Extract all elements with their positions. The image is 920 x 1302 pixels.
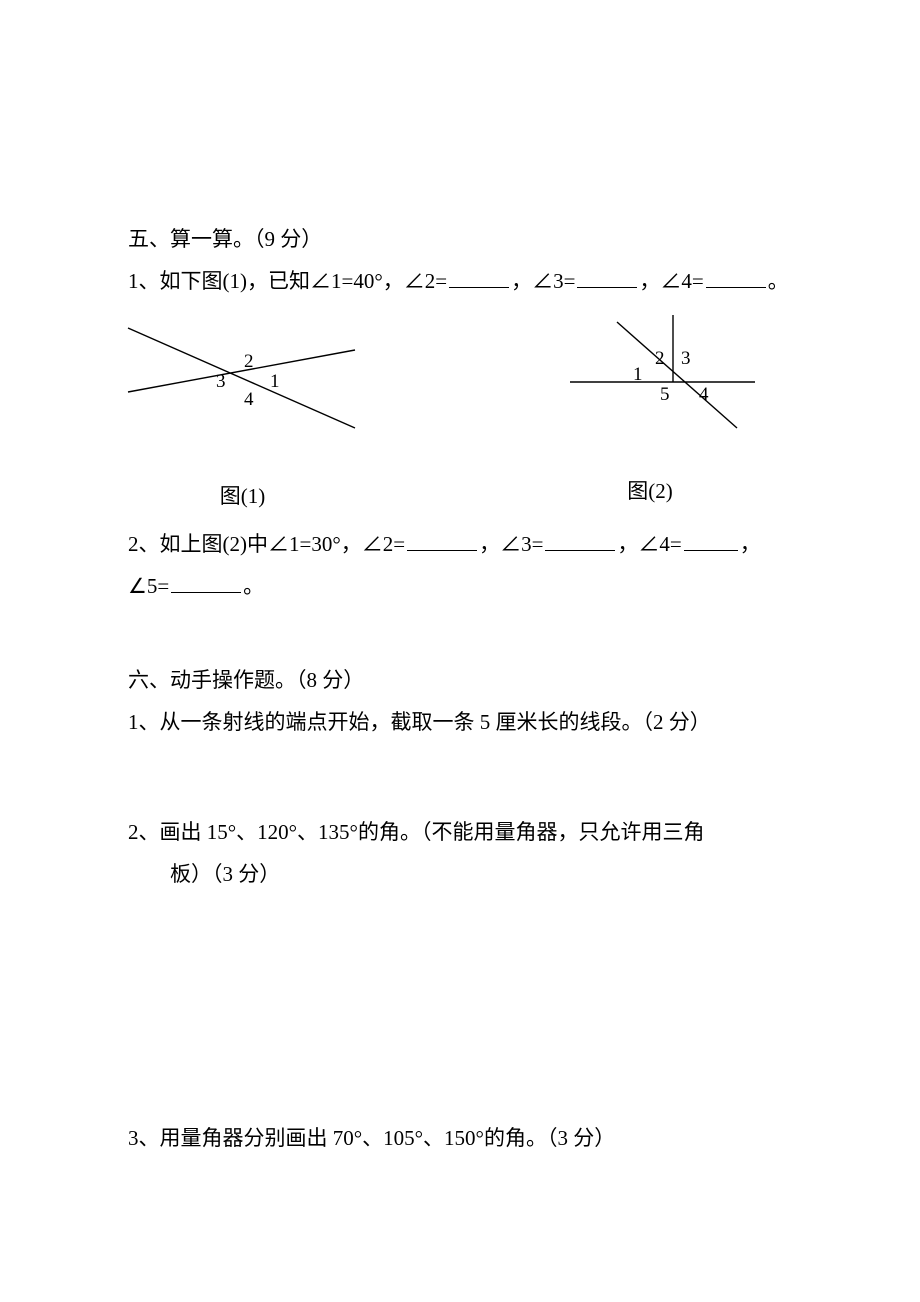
- fig2-label-5: 5: [660, 384, 670, 405]
- q2-blank-5: [171, 571, 241, 593]
- section5-q2-line1: 2、如上图(2)中∠1=30°，∠2= ，∠3= ，∠4= ，: [128, 523, 800, 565]
- section5-q2-line2: ∠5= 。: [128, 565, 800, 607]
- gap-3: [128, 895, 800, 1117]
- section6-q2-line2: 板）（3 分）: [128, 853, 800, 895]
- fig2-label-1: 1: [633, 364, 643, 385]
- q1-mid2: ，∠4=: [639, 269, 703, 293]
- fig1-label-4: 4: [244, 389, 254, 410]
- q1-blank-3: [577, 266, 637, 288]
- figure-2-col: 2 3 1 5 4 图(2): [565, 310, 765, 512]
- fig2-label-3: 3: [681, 348, 691, 369]
- fig2-label-2: 2: [655, 348, 665, 369]
- fig1-line-b: [128, 350, 355, 392]
- q2-line2-suffix: 。: [243, 574, 264, 598]
- q1-blank-2: [449, 266, 509, 288]
- q1-prefix: 1、如下图(1)，已知∠1=40°，∠2=: [128, 269, 447, 293]
- q2-line2-prefix: ∠5=: [128, 574, 169, 598]
- section6-heading: 六、动手操作题。（8 分）: [128, 659, 800, 701]
- fig2-label-4: 4: [699, 384, 709, 405]
- section6-q2-line1: 2、画出 15°、120°、135°的角。（不能用量角器，只允许用三角: [128, 811, 800, 853]
- fig1-label-1: 1: [270, 371, 280, 392]
- figure-2-caption: 图(2): [627, 470, 673, 512]
- q2-blank-4: [684, 529, 738, 551]
- fig1-label-3: 3: [216, 371, 226, 392]
- gap-1: [128, 607, 800, 659]
- section6-q3: 3、用量角器分别画出 70°、105°、150°的角。（3 分）: [128, 1117, 800, 1159]
- figure-2: 2 3 1 5 4: [565, 310, 765, 440]
- q2-mid2: ，∠4=: [617, 532, 681, 556]
- q1-suffix: 。: [768, 269, 789, 293]
- q2-mid1: ，∠3=: [479, 532, 543, 556]
- q1-mid1: ，∠3=: [511, 269, 575, 293]
- fig1-line-a: [128, 328, 355, 428]
- q2-prefix: 2、如上图(2)中∠1=30°，∠2=: [128, 532, 405, 556]
- figure-1: 2 3 1 4: [120, 310, 365, 445]
- figure-1-caption: 图(1): [220, 475, 266, 517]
- q2-mid3: ，: [740, 532, 761, 556]
- section6-q1: 1、从一条射线的端点开始，截取一条 5 厘米长的线段。（2 分）: [128, 701, 800, 743]
- section5-heading: 五、算一算。（9 分）: [128, 218, 800, 260]
- fig1-label-2: 2: [244, 351, 254, 372]
- q2-blank-2: [407, 529, 477, 551]
- figure-1-col: 2 3 1 4 图(1): [120, 310, 365, 517]
- gap-2: [128, 743, 800, 811]
- section5-q1: 1、如下图(1)，已知∠1=40°，∠2= ，∠3= ，∠4= 。: [128, 260, 800, 302]
- q1-blank-4: [706, 266, 766, 288]
- q2-blank-3: [545, 529, 615, 551]
- figures-row: 2 3 1 4 图(1) 2 3 1 5 4 图(2): [128, 310, 800, 517]
